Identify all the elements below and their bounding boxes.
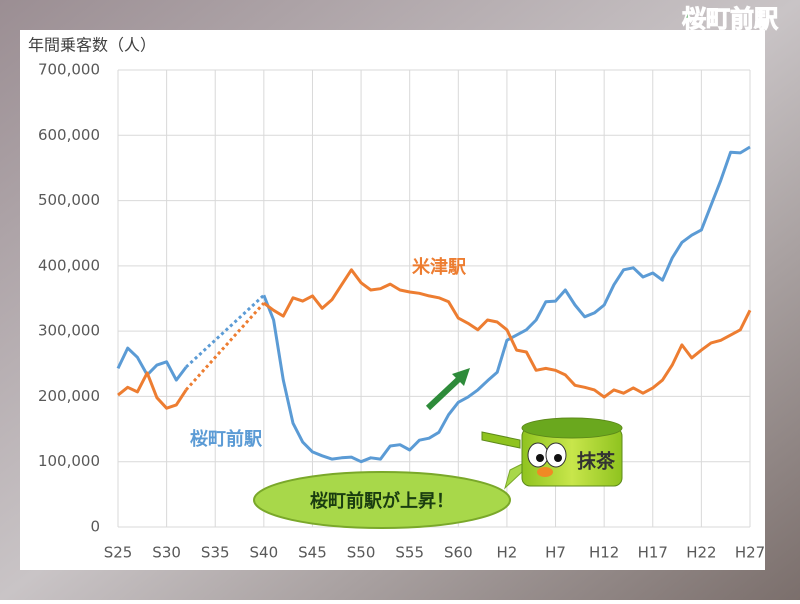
y-tick-label: 300,000 [38,322,100,340]
x-tick-label: S50 [347,544,376,562]
mascot-label: 抹茶 [577,450,616,473]
x-tick-label: H17 [638,544,668,562]
x-tick-label: S45 [298,544,327,562]
plot: 0 100,000 200,000 300,000 400,000 500,000 600,… [38,61,765,562]
arrow [425,375,463,411]
mascot-top [521,417,623,439]
x-tick-label: H27 [735,544,765,562]
y-axis-label: 年間乗客数（人） [28,36,156,55]
x-tick-label: S60 [444,544,473,562]
x-tick-label: S25 [104,544,133,562]
y-tick-label: 400,000 [38,256,100,274]
bubble-text: 桜町前駅が上昇！ [310,490,454,512]
mascot-pupil [554,454,562,462]
speech-bubble [253,471,511,529]
series-label: 米津駅 [412,256,467,278]
series-line [117,268,752,410]
mascot-pupil [536,454,544,462]
x-tick-label: S30 [152,544,181,562]
x-tick-label: H2 [497,544,518,562]
y-tick-label: 700,000 [38,61,100,79]
x-tick-label: S35 [201,544,230,562]
logo: 桜町前駅 [682,5,778,33]
series-label: 桜町前駅 [190,428,263,450]
x-tick-label: H22 [686,544,716,562]
y-tick-label: 100,000 [38,452,100,470]
y-tick-label: 600,000 [38,126,100,144]
gap-connector [184,302,265,391]
x-tick-label: S55 [395,544,424,562]
x-tick-label: H7 [545,544,566,562]
x-tick-label: S40 [250,544,279,562]
mascot-beak [537,467,553,477]
mascot-arm [481,431,521,449]
arrow-head [452,368,470,386]
x-tick-label: H12 [589,544,619,562]
y-tick-label: 200,000 [38,387,100,405]
y-tick-label: 500,000 [38,191,100,209]
series-line [116,145,751,464]
y-tick-label: 0 [90,518,100,536]
